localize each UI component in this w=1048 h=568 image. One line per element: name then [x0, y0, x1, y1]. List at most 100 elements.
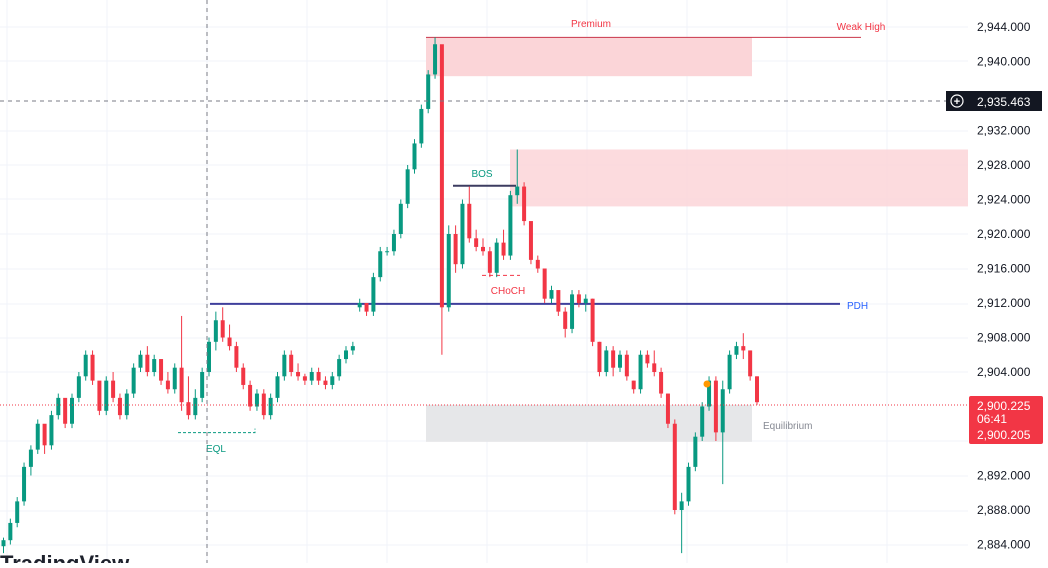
candle-89-body — [611, 350, 616, 368]
candle-28-body — [193, 397, 198, 416]
candle-14-body — [97, 380, 102, 411]
candle-42-body — [289, 354, 294, 372]
candle-17-body — [117, 397, 122, 416]
candle-1-body — [8, 522, 13, 541]
crosshair-price-badge[interactable]: + 2,935.463 — [946, 91, 1042, 111]
candle-2-body — [15, 501, 20, 523]
candle-38-body — [261, 393, 266, 416]
candle-58-body — [398, 203, 403, 234]
bos-label: BOS — [471, 169, 492, 180]
candle-52-body — [357, 303, 362, 308]
candle-45-body — [309, 372, 314, 381]
candle-15-body — [104, 380, 109, 411]
candle-108-body — [741, 346, 746, 351]
candle-87-body — [597, 341, 602, 372]
candle-65-body — [446, 234, 451, 308]
candle-103-body — [707, 380, 712, 407]
candle-99-body — [679, 501, 684, 510]
candle-69-body — [474, 238, 479, 247]
candle-18-body — [124, 393, 129, 416]
candle-29-body — [200, 372, 205, 398]
candle-67-body — [460, 203, 465, 265]
candle-66-body — [453, 234, 458, 265]
candle-57-body — [391, 234, 396, 252]
candle-6-body — [42, 423, 47, 446]
candle-59-body — [405, 169, 410, 204]
candle-21-body — [145, 354, 150, 372]
choch-label: CHoCH — [491, 286, 525, 297]
candle-36-body — [248, 384, 253, 407]
candle-25-body — [172, 367, 177, 390]
candle-110-body — [755, 376, 759, 403]
plus-circle-icon[interactable] — [950, 94, 964, 108]
candle-51-body — [350, 346, 355, 351]
candle-53-body — [364, 303, 369, 312]
candle-64-body — [439, 44, 444, 308]
candle-73-body — [501, 242, 506, 256]
candle-10-body — [70, 397, 74, 424]
candle-77-body — [528, 221, 533, 260]
candle-7-body — [49, 415, 54, 446]
candle-80-body — [549, 290, 554, 299]
grid — [0, 0, 968, 563]
candle-49-body — [337, 359, 342, 377]
y-tick-4: 2,924.000 — [977, 193, 1031, 207]
y-tick-3: 2,928.000 — [977, 158, 1031, 172]
levels — [178, 36, 861, 434]
candle-68-body — [467, 203, 472, 239]
watermark-logo: TradingView — [0, 551, 130, 563]
candle-32-body — [220, 320, 225, 338]
candle-43-body — [296, 372, 301, 377]
eql-label: EQL — [206, 444, 226, 455]
equilibrium-label: Equilibrium — [763, 421, 812, 432]
candle-90-body — [618, 354, 622, 368]
plus-icon[interactable]: + — [954, 96, 960, 108]
candle-71-body — [487, 251, 492, 273]
candle-0-body — [1, 540, 6, 547]
price-axis[interactable]: 2,944.000 2,940.000 2,932.000 2,928.000 2,92… — [968, 0, 1048, 563]
candle-88-body — [604, 350, 609, 372]
candle-27-body — [186, 402, 191, 416]
candle-61-body — [419, 108, 424, 144]
candle-30-body — [207, 341, 211, 372]
candle-48-body — [330, 376, 335, 385]
last-price: 2,900.225 — [977, 399, 1031, 413]
candle-62-body — [426, 74, 431, 109]
price-badges: + 2,935.463 2,900.225 06:41 2,900.205 — [946, 91, 1043, 444]
candle-50-body — [344, 350, 348, 360]
equilibrium-zone — [426, 404, 752, 442]
candle-47-body — [323, 380, 328, 385]
candle-96-body — [659, 372, 664, 394]
candle-79-body — [542, 268, 547, 299]
candle-55-body — [378, 251, 383, 278]
y-tick-1: 2,940.000 — [977, 55, 1031, 69]
candle-92-body — [631, 380, 636, 390]
candle-97-body — [665, 393, 670, 424]
last-price-badge-bg — [969, 396, 1043, 444]
candle-74-body — [508, 195, 513, 256]
candle-94-body — [645, 354, 650, 364]
candle-75-body — [515, 186, 520, 196]
premium-label: Premium — [571, 19, 611, 30]
bid-price: 2,900.205 — [977, 428, 1031, 442]
candle-4-body — [28, 449, 33, 467]
y-tick-12: 2,884.000 — [977, 538, 1031, 552]
pdh-label: PDH — [847, 301, 868, 312]
candle-13-body — [90, 354, 95, 381]
weak-high-label: Weak High — [837, 22, 886, 33]
y-tick-6: 2,916.000 — [977, 262, 1031, 276]
premium-zone — [426, 37, 752, 77]
candle-41-body — [282, 354, 287, 377]
candle-19-body — [131, 367, 136, 394]
candle-9-body — [63, 397, 68, 424]
candles — [1, 37, 759, 554]
candle-3-body — [22, 466, 27, 502]
candle-44-body — [302, 376, 307, 381]
crosshair — [0, 0, 968, 563]
candle-105-body — [720, 389, 725, 433]
candle-63-body — [433, 44, 438, 75]
candle-76-body — [522, 186, 527, 222]
candle-84-body — [576, 294, 581, 303]
